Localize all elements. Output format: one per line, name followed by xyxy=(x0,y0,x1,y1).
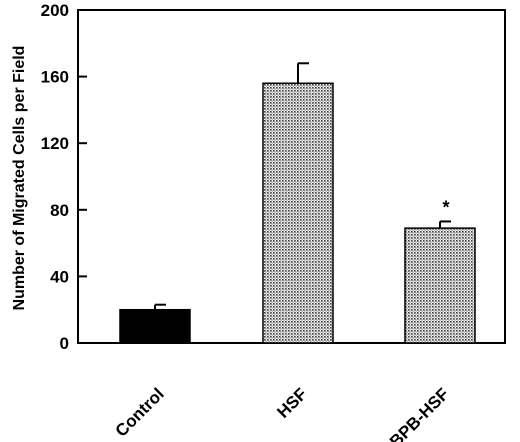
significance-marker-2: * xyxy=(442,197,449,217)
bar-1 xyxy=(262,82,334,344)
plot-area: 0 40 80 120 160 200 Control HSF * p-BPB-HSF xyxy=(41,1,506,442)
bar-2 xyxy=(404,227,476,344)
y-tick-label-4: 160 xyxy=(41,68,69,87)
bar-0 xyxy=(119,308,191,344)
x-tick-label-0: Control xyxy=(112,384,168,440)
x-tick-label-2: p-BPB-HSF xyxy=(375,384,453,442)
y-axis-title: Number of Migrated Cells per Field xyxy=(11,46,28,311)
y-tick-label-3: 120 xyxy=(41,134,69,153)
y-tick-label-0: 0 xyxy=(60,334,69,353)
x-tick-label-1: HSF xyxy=(273,384,310,421)
y-tick-label-2: 80 xyxy=(50,201,69,220)
y-tick-label-5: 200 xyxy=(41,1,69,20)
y-tick-label-1: 40 xyxy=(50,267,69,286)
